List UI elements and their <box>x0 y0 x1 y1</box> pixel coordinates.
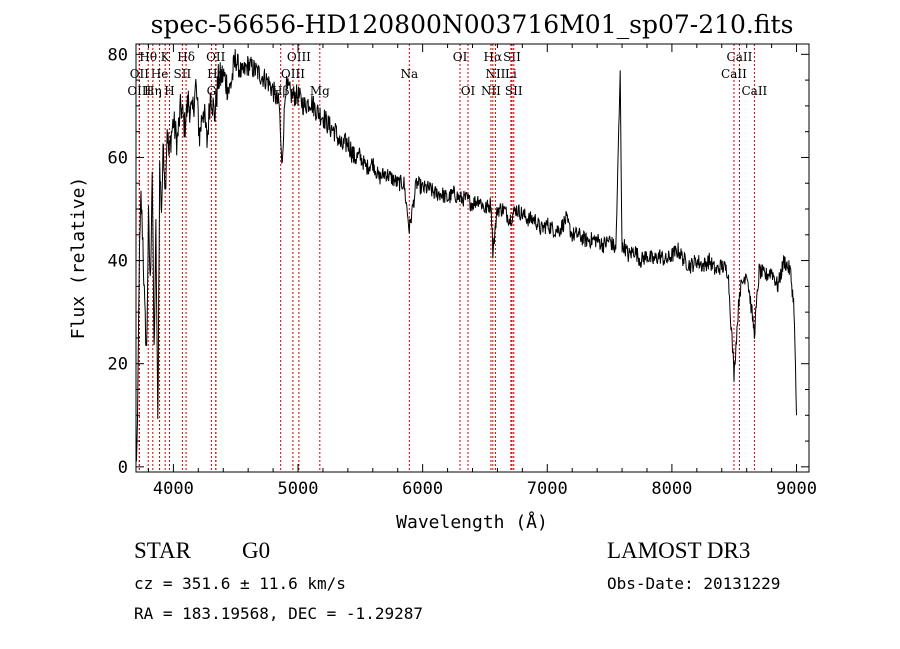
y-axis-ticks: 0 20 40 60 80 <box>108 45 809 478</box>
line-marker-label: He <box>151 67 169 81</box>
y-axis-label: Flux (relative) <box>68 177 89 340</box>
x-tick-label: 6000 <box>402 479 443 499</box>
y-tick-label: 80 <box>108 45 128 65</box>
line-marker-label: OIII <box>127 84 151 98</box>
line-marker-label: G <box>207 84 217 98</box>
coordinates: RA = 183.19568, DEC = -1.29287 <box>134 604 423 623</box>
line-marker-label: OIII <box>287 50 311 64</box>
spectrum-line <box>135 49 797 462</box>
y-tick-label: 0 <box>118 458 128 478</box>
obs-date: Obs-Date: 20131229 <box>607 574 781 593</box>
y-tick-label: 60 <box>108 148 128 168</box>
x-tick-label: 7000 <box>527 479 568 499</box>
x-tick-label: 9000 <box>776 479 817 499</box>
line-marker-label: OI <box>453 50 468 64</box>
object-class: STAR <box>134 538 191 563</box>
line-marker-label: NII <box>485 67 505 81</box>
line-marker-label: K <box>161 50 171 64</box>
line-marker-label: SII <box>505 84 523 98</box>
line-marker-label: Hδ <box>177 50 195 64</box>
line-marker-label: CaII <box>727 50 753 64</box>
x-axis-ticks: 4000 5000 6000 7000 8000 9000 <box>147 44 817 499</box>
line-marker-label: CaII <box>741 84 767 98</box>
line-marker-label: Na <box>400 67 418 81</box>
x-tick-label: 4000 <box>153 479 194 499</box>
line-marker-label: Hα <box>484 50 503 64</box>
line-marker-label: OIII <box>281 67 305 81</box>
line-marker-label: Li <box>505 67 517 81</box>
y-tick-label: 40 <box>108 252 128 272</box>
x-tick-label: 5000 <box>278 479 319 499</box>
line-marker-label: Mg <box>310 84 330 98</box>
line-marker-label: CaII <box>721 67 747 81</box>
survey-name: LAMOST DR3 <box>607 538 751 563</box>
line-marker-label: SII <box>174 67 192 81</box>
redshift-cz: cz = 351.6 ± 11.6 km/s <box>134 574 346 593</box>
y-tick-label: 20 <box>108 355 128 375</box>
line-marker-label: H <box>164 84 174 98</box>
object-subclass: G0 <box>242 538 271 563</box>
x-tick-label: 8000 <box>651 479 692 499</box>
line-marker-label: Hη <box>144 84 162 98</box>
line-marker-label: OI <box>461 84 476 98</box>
line-marker-label: Hθ <box>139 50 157 64</box>
chart-title: spec-56656-HD120800N003716M01_sp07-210.f… <box>151 10 794 39</box>
x-axis-label: Wavelength (Å) <box>396 511 548 533</box>
line-marker-label: NII <box>481 84 501 98</box>
spectrum-series <box>135 49 797 462</box>
line-marker-label: SII <box>503 50 521 64</box>
